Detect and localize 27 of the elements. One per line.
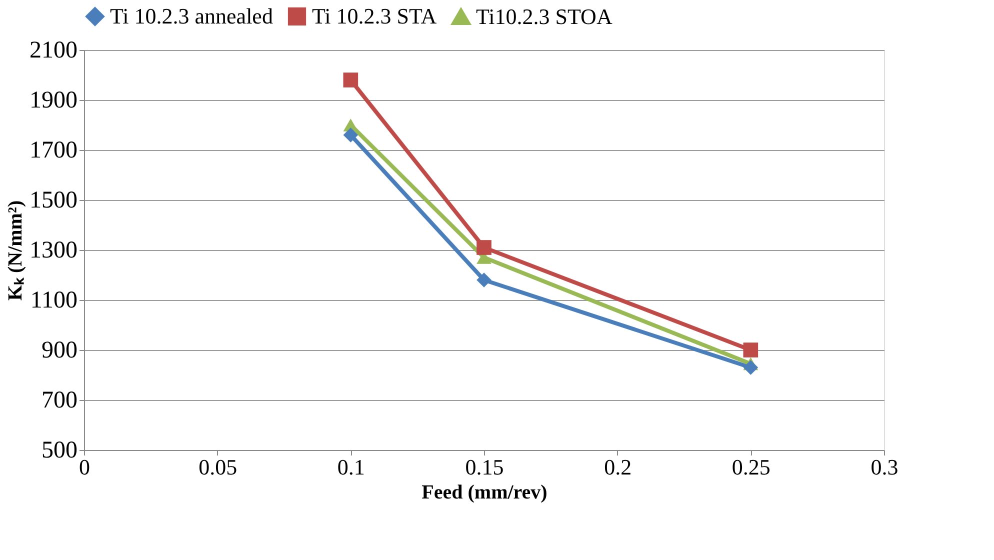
point	[743, 360, 758, 375]
y-tick-label: 1900	[30, 88, 78, 114]
x-axis-title: Feed (mm/rev)	[422, 482, 548, 504]
legend-label: Ti10.2.3 STOA	[476, 4, 612, 29]
y-tick-label: 500	[42, 438, 78, 464]
y-tick-label: 2100	[30, 38, 78, 64]
x-tick-label: 0.25	[732, 454, 770, 480]
y-tick-label: 1300	[30, 238, 78, 264]
y-tick-label: 1500	[30, 188, 78, 214]
point	[743, 342, 758, 358]
x-tick-label: 0.3	[870, 454, 898, 480]
legend-label: Ti 10.2.3 STA	[312, 3, 437, 28]
x-tick-label: 0.2	[604, 454, 632, 480]
y-tick-label: 700	[42, 388, 78, 414]
x-tick-label: 0.15	[465, 454, 504, 480]
x-tick-label: 0.05	[198, 454, 238, 480]
y-tick-label: 1100	[30, 288, 78, 314]
x-tick-label: 0.1	[337, 454, 365, 480]
x-tick-label: 0	[79, 454, 90, 480]
y-tick-label: 1700	[30, 138, 78, 164]
point	[476, 240, 492, 255]
y-tick-label: 900	[42, 338, 78, 364]
point	[343, 72, 358, 88]
point	[343, 128, 358, 142]
y-axis-title: Kₖ (N/mm²)	[4, 200, 26, 301]
legend-label: Ti 10.2.3 annealed	[110, 3, 273, 28]
point	[476, 272, 492, 288]
